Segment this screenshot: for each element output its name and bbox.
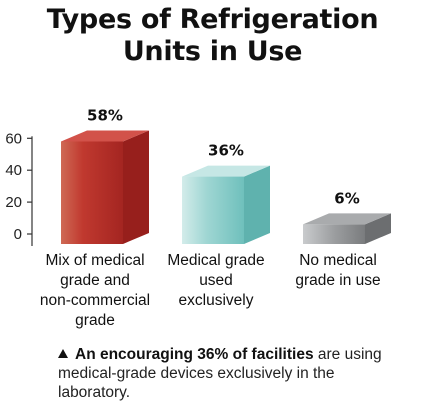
y-tick-label: 20 (5, 194, 22, 211)
bar-side-face (123, 130, 149, 244)
bar (303, 213, 391, 244)
category-label: Medical grade used exclusively (167, 252, 264, 309)
bar-value-label: 6% (334, 189, 359, 207)
bar-value-label: 58% (87, 106, 123, 124)
y-tick-label: 0 (14, 226, 22, 243)
category-label-line: used (199, 272, 233, 289)
y-tick-label: 40 (5, 162, 22, 179)
chart-title-line-2: Units in Use (122, 36, 303, 67)
category-label-line: Medical grade (167, 252, 264, 269)
footnote: An encouraging 36% of facilities are usi… (58, 345, 408, 402)
category-label-line: non-commercial (40, 292, 150, 309)
bar-top-face (182, 165, 270, 177)
bars: 58% 36% 6% (61, 106, 391, 244)
category-label-line: grade and (60, 272, 130, 289)
bar (182, 165, 270, 244)
category-label-line: No medical (299, 252, 377, 269)
bar-front-face (61, 141, 123, 244)
bar-value-label: 36% (208, 142, 244, 160)
category-label-line: exclusively (179, 292, 254, 309)
category-label-line: grade (75, 312, 115, 329)
category-label: No medical grade in use (295, 252, 380, 289)
bar-side-face (244, 165, 270, 244)
bar (61, 130, 149, 244)
chart-title-line-1: Types of Refrigeration (46, 4, 379, 35)
footnote-bold: An encouraging 36% of facilities (75, 346, 314, 363)
bar-top-face (303, 213, 391, 225)
triangle-bullet-icon (58, 349, 68, 358)
bar-chart: 0 20 40 60 58% 36% 6% Mix of medical grade and… (5, 106, 391, 329)
category-label: Mix of medical grade and non-commercial gra… (40, 252, 150, 329)
bar-top-face (61, 130, 149, 142)
bar-side-face (365, 213, 391, 244)
category-labels: Mix of medical grade and non-commercial gra… (40, 252, 381, 329)
y-tick-label: 60 (5, 130, 22, 147)
y-axis: 0 20 40 60 (5, 130, 33, 246)
bar-front-face (182, 176, 244, 244)
footnote-text: are using medical-grade devices exclusiv… (58, 346, 382, 401)
bar-front-face (303, 224, 365, 244)
category-label-line: grade in use (295, 272, 380, 289)
chart-title: Types of Refrigeration Units in Use (0, 4, 425, 68)
category-label-line: Mix of medical (45, 252, 144, 269)
